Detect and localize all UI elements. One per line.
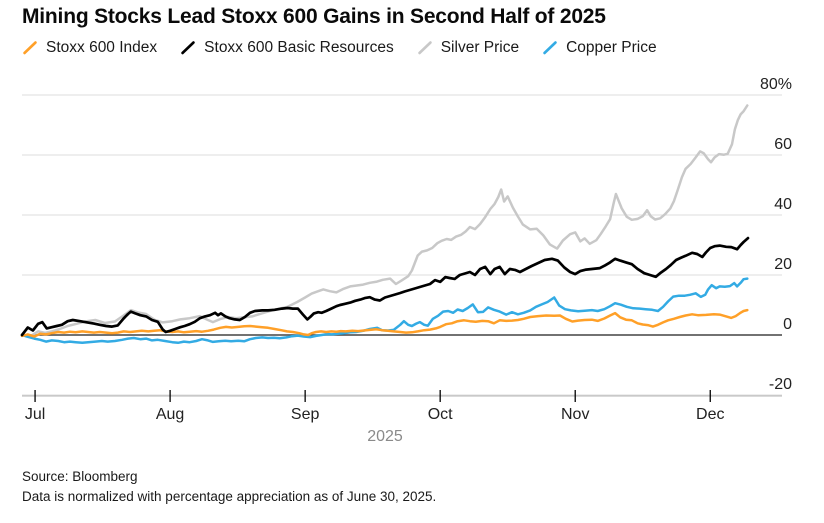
svg-text:Aug: Aug (156, 406, 184, 423)
line-swatch-icon (181, 41, 195, 55)
svg-text:2025: 2025 (367, 428, 403, 445)
svg-text:0: 0 (783, 316, 792, 333)
svg-text:Jul: Jul (25, 406, 45, 423)
svg-text:20: 20 (774, 256, 792, 273)
legend-item-stoxx-600-index[interactable]: Stoxx 600 Index (22, 39, 157, 57)
legend-item-label: Stoxx 600 Basic Resources (204, 39, 394, 56)
svg-text:60: 60 (774, 136, 792, 153)
svg-text:Nov: Nov (561, 406, 589, 423)
svg-text:Oct: Oct (428, 406, 453, 423)
line-swatch-icon (543, 41, 557, 55)
legend-item-copper-price[interactable]: Copper Price (542, 39, 657, 57)
svg-text:80%: 80% (760, 76, 792, 93)
svg-text:40: 40 (774, 196, 792, 213)
line-swatch-icon (23, 41, 37, 55)
legend-item-label: Silver Price (440, 39, 520, 56)
page-title: Mining Stocks Lead Stoxx 600 Gains in Se… (22, 5, 606, 28)
footnote-text: Data is normalized with percentage appre… (22, 489, 437, 504)
legend-item-label: Stoxx 600 Index (46, 39, 158, 56)
svg-text:-20: -20 (769, 376, 792, 393)
source-text: Source: Bloomberg (22, 469, 138, 484)
svg-text:Dec: Dec (696, 406, 724, 423)
chart-legend: Stoxx 600 Index Stoxx 600 Basic Resources… (22, 39, 657, 57)
svg-text:Sep: Sep (291, 406, 320, 423)
legend-item-label: Copper Price (566, 39, 657, 56)
legend-item-silver-price[interactable]: Silver Price (417, 39, 519, 57)
legend-item-stoxx-600-basic-resources[interactable]: Stoxx 600 Basic Resources (180, 39, 394, 57)
line-swatch-icon (417, 41, 432, 55)
